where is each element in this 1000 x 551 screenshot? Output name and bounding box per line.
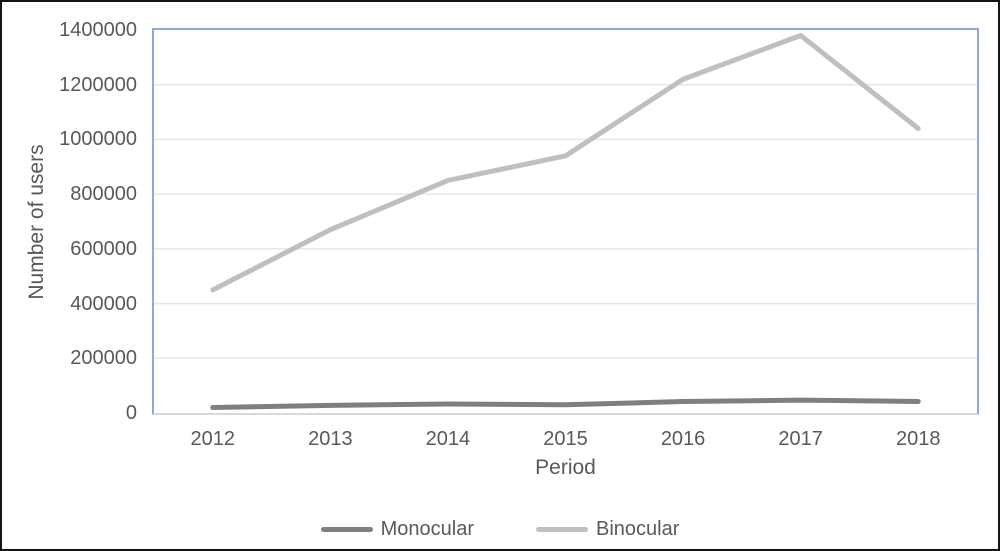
- series-line-monocular: [210, 397, 921, 411]
- y-tick-label: 0: [125, 402, 137, 424]
- x-tick-label: 2017: [778, 428, 823, 450]
- y-tick-label: 400000: [70, 292, 137, 315]
- legend-label: Monocular: [380, 518, 474, 540]
- legend-line-icon: [320, 526, 373, 532]
- x-tick-label: 2015: [543, 428, 588, 450]
- plot-area: [152, 28, 979, 415]
- y-axis-ticks: 0 200000 400000 600000 800000 1000000 1200000 1…: [2, 2, 137, 549]
- y-tick-label: 1200000: [59, 73, 137, 96]
- y-tick-label: 200000: [70, 347, 137, 370]
- y-tick-label: 1400000: [59, 19, 137, 41]
- legend-item-monocular: Monocular: [320, 517, 474, 541]
- y-tick-label: 600000: [70, 237, 137, 260]
- chart-svg: [154, 32, 977, 411]
- y-tick-label: 800000: [70, 183, 137, 206]
- x-axis-ticks: 2012 2013 2014 2015 2016 2017 2018: [154, 428, 977, 452]
- x-tick-label: 2013: [308, 428, 353, 450]
- x-tick-label: 2012: [190, 428, 236, 450]
- legend-label: Binocular: [596, 518, 680, 540]
- x-tick-label: 2014: [425, 428, 471, 450]
- y-tick-label: 1000000: [59, 128, 137, 151]
- legend-item-binocular: Binocular: [536, 517, 679, 541]
- series-line-binocular: [210, 32, 921, 293]
- x-axis-title: Period: [535, 456, 596, 479]
- x-tick-label: 2016: [660, 428, 706, 450]
- legend-line-icon: [536, 526, 588, 532]
- x-tick-label: 2018: [895, 428, 941, 450]
- legend: Monocular Binocular: [2, 517, 998, 541]
